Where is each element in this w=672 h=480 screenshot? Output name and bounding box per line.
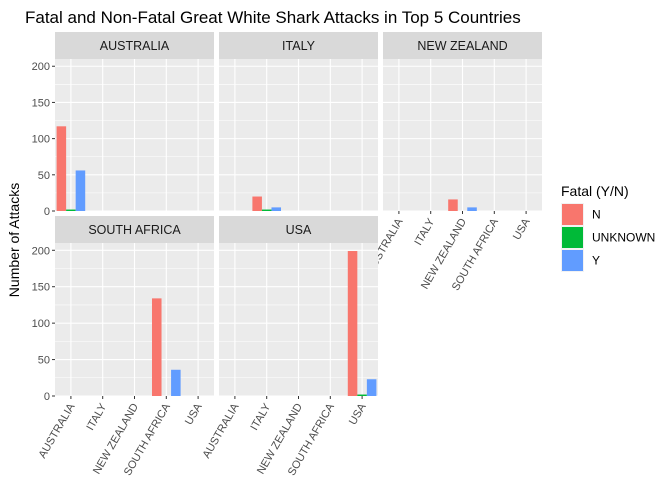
- legend-title: Fatal (Y/N): [561, 183, 629, 199]
- y-tick-label: 100: [32, 134, 50, 146]
- y-axis-title: Number of Attacks: [6, 183, 22, 297]
- bar-italy-n: [252, 196, 262, 211]
- y-tick-label: 150: [32, 97, 50, 109]
- legend-label-unknown: UNKNOWN: [592, 231, 655, 245]
- bar-australia-y: [75, 170, 86, 211]
- facet-italy: ITALY: [219, 32, 378, 212]
- bar-australia-n: [56, 126, 67, 211]
- facet-strip-label: USA: [286, 223, 312, 237]
- x-tick-label: AUSTRALIA: [37, 401, 78, 461]
- x-tick-label: USA: [347, 401, 369, 427]
- bar-usa-y: [366, 379, 377, 396]
- y-tick-label: 150: [32, 282, 50, 294]
- x-tick-label: USA: [183, 401, 205, 427]
- bar-italy-y: [271, 207, 282, 211]
- x-tick-label: ITALY: [248, 401, 273, 433]
- x-tick-label: ITALY: [412, 216, 437, 248]
- bar-usa-unknown: [357, 394, 367, 396]
- legend: Fatal (Y/N) N UNKNOWN Y: [561, 183, 655, 272]
- legend-label-y: Y: [592, 254, 600, 268]
- y-tick-label: 200: [32, 245, 50, 257]
- x-tick-label: AUSTRALIA: [201, 401, 242, 461]
- legend-label-n: N: [592, 208, 601, 222]
- facet-strip-label: NEW ZEALAND: [417, 39, 507, 53]
- y-tick-label: 100: [32, 318, 50, 330]
- legend-swatch-unknown: [562, 227, 583, 248]
- facet-strip: [219, 32, 378, 59]
- legend-swatch-n: [562, 204, 583, 225]
- bar-new-zealand-n: [448, 199, 458, 211]
- y-tick-label: 50: [38, 355, 50, 367]
- bar-italy-unknown: [261, 209, 272, 211]
- bar-australia-unknown: [66, 209, 76, 211]
- bar-usa-n: [347, 251, 358, 396]
- facet-australia: AUSTRALIA 0 50 100 150 200: [32, 32, 214, 218]
- y-tick-label: 0: [44, 391, 50, 403]
- facet-strip: [219, 216, 378, 243]
- chart-title: Fatal and Non-Fatal Great White Shark At…: [25, 8, 521, 27]
- y-tick-label: 0: [44, 206, 50, 218]
- bar-south-africa-n: [151, 298, 162, 396]
- facet-strip-label: AUSTRALIA: [100, 39, 170, 53]
- y-tick-label: 50: [38, 170, 50, 182]
- x-tick-label: ITALY: [84, 401, 109, 433]
- x-tick-label: USA: [511, 216, 533, 242]
- y-tick-label: 200: [32, 61, 50, 73]
- facet-strip: [55, 32, 214, 59]
- facet-strip: [55, 216, 214, 243]
- facet-strip: [383, 32, 542, 59]
- bar-south-africa-y: [171, 369, 181, 396]
- legend-swatch-y: [562, 250, 583, 271]
- bar-new-zealand-y: [467, 207, 477, 211]
- facet-strip-label: SOUTH AFRICA: [88, 223, 181, 237]
- facet-strip-label: ITALY: [282, 39, 316, 53]
